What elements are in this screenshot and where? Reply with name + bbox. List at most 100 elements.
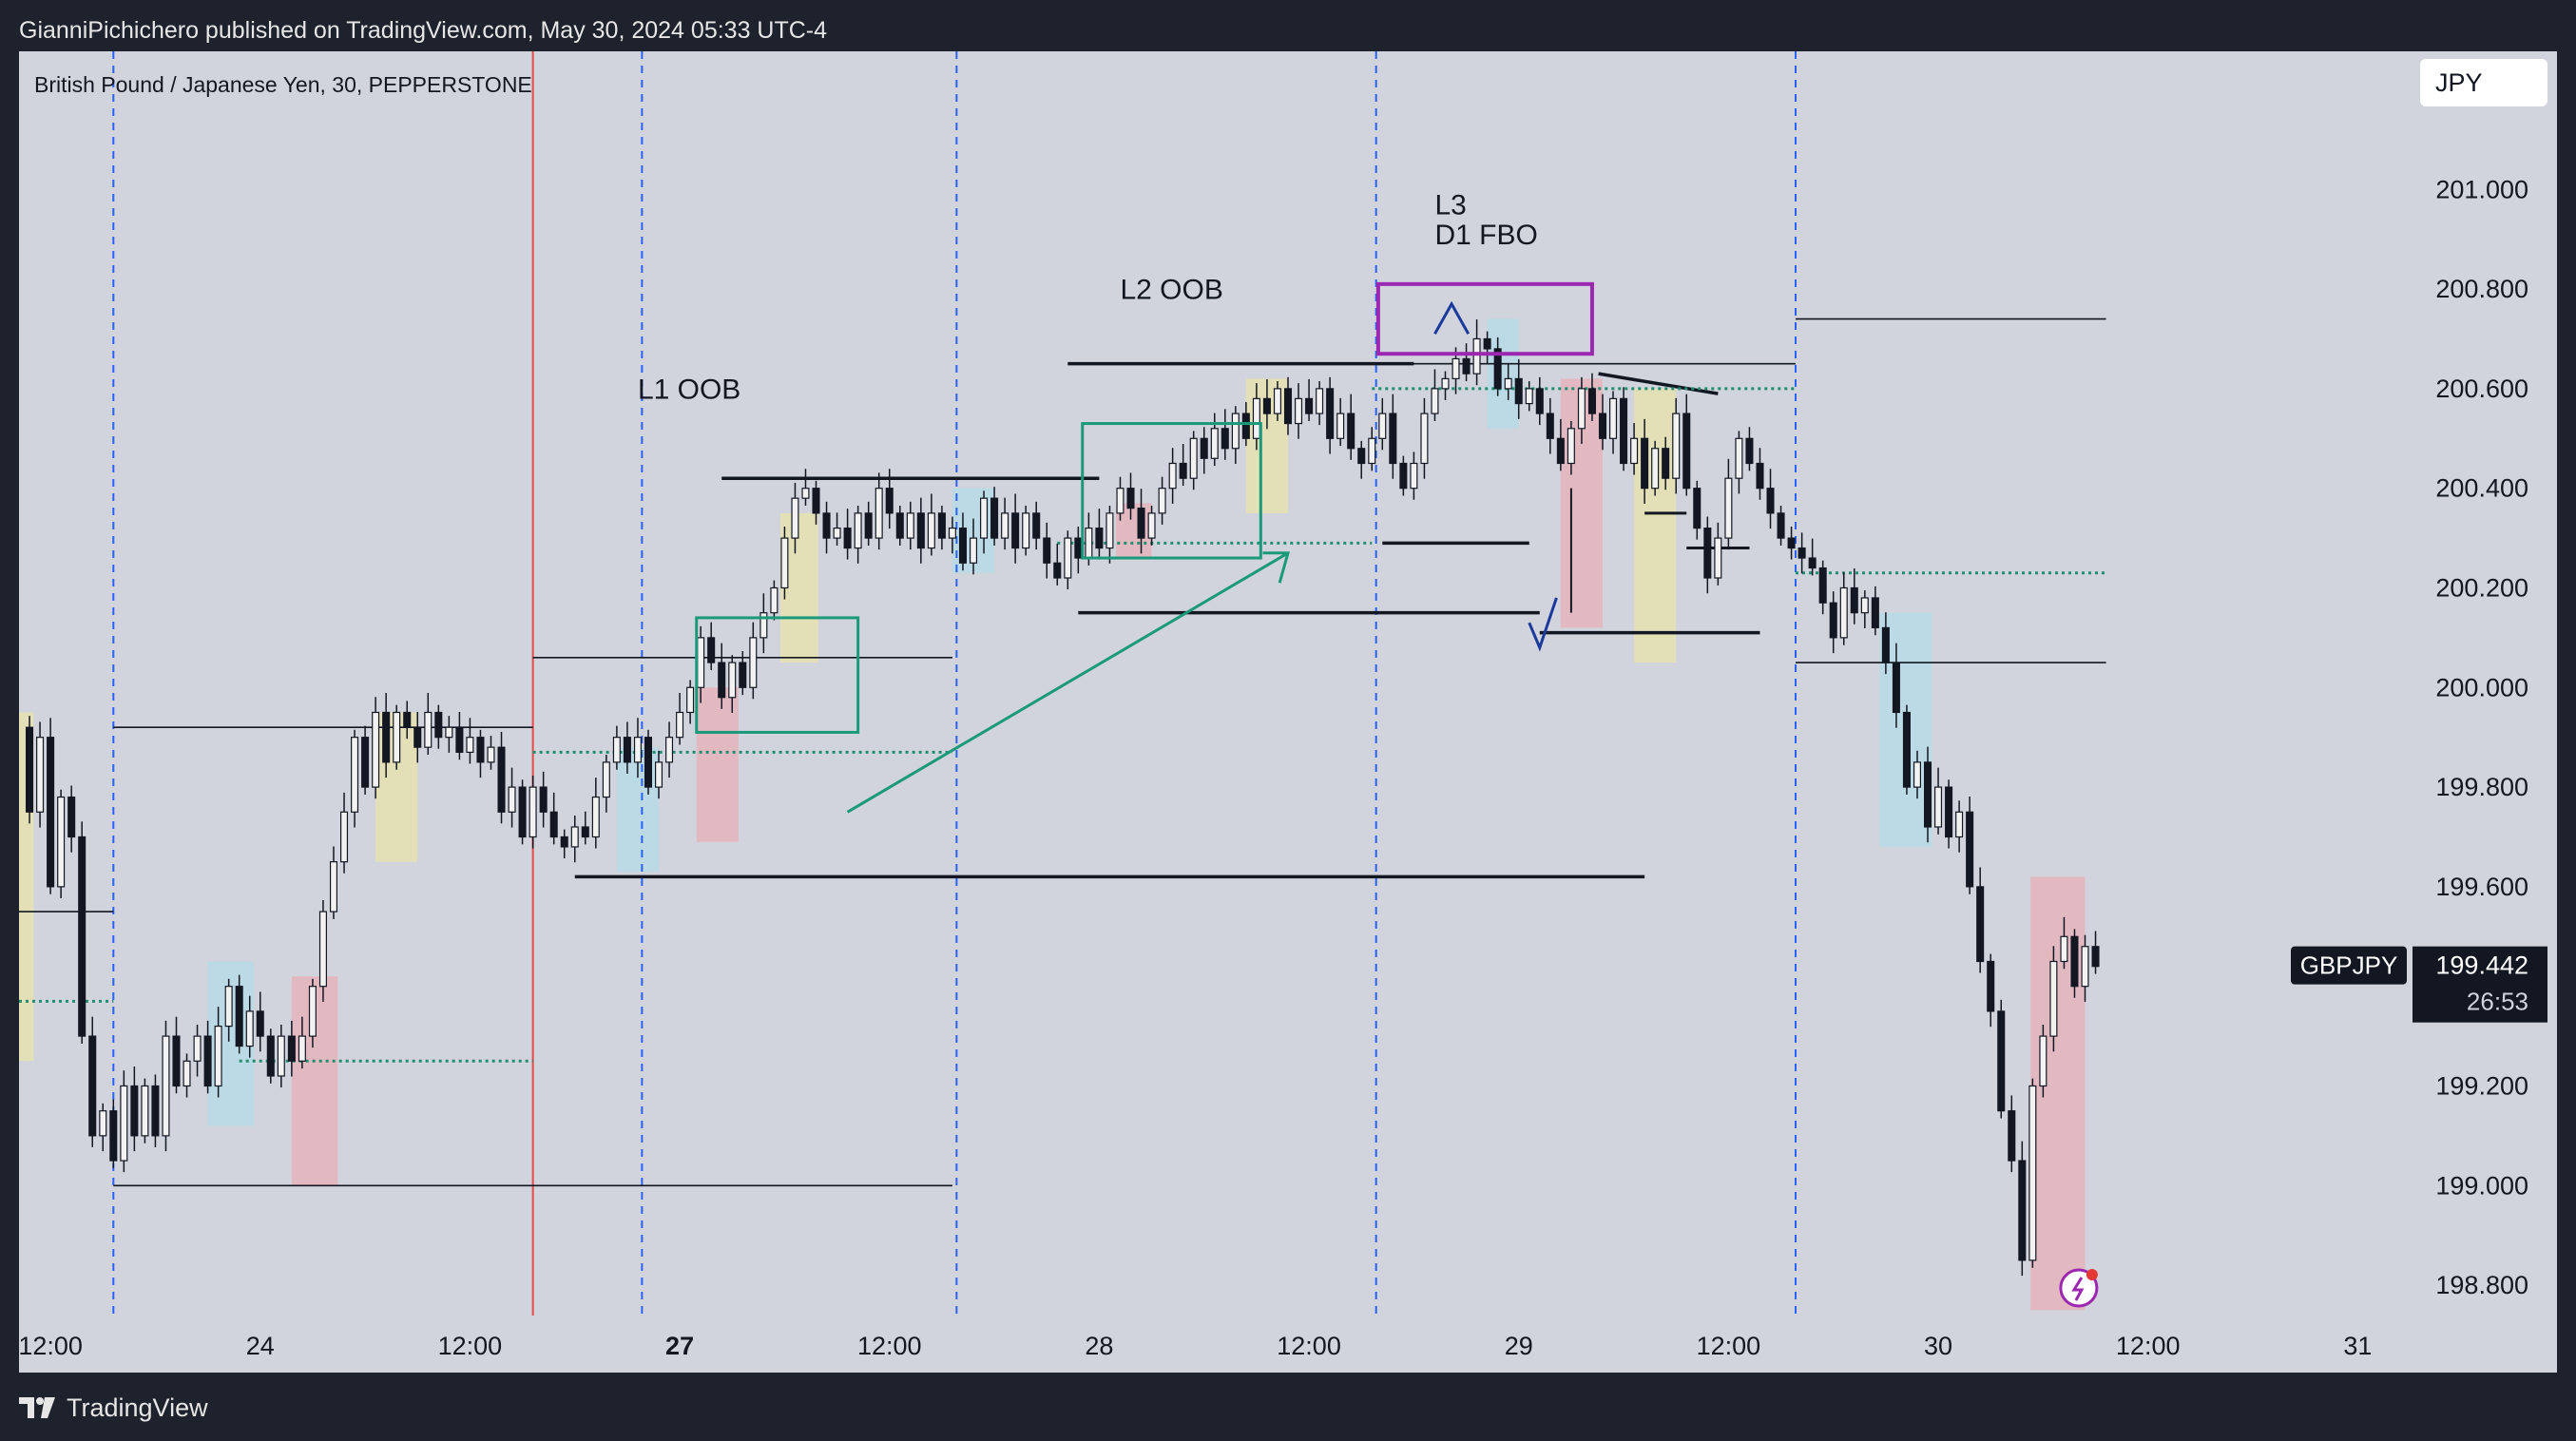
candle-body-14 [162,1035,170,1137]
currency-button[interactable]: JPY [2420,59,2547,106]
candle-body-159 [1682,413,1691,490]
candle-body-195 [2060,935,2068,963]
tradingview-logo[interactable]: TradingView [19,1392,208,1424]
lightning-bolt [2071,1277,2085,1301]
candle-body-106 [1126,488,1135,509]
candle-body-3 [47,737,55,888]
annotation-label-1: L2 OOB [1120,275,1222,306]
candle-body-38 [413,726,422,748]
candle-body-131 [1389,413,1397,465]
candle-body-133 [1410,462,1418,490]
axes: 201.000 200.800 200.600 200.400 200.200 200.0… [19,175,2547,1360]
candle-body-115 [1221,428,1229,450]
price-tick-5: 200.000 [2435,673,2528,701]
candle-body-161 [1703,528,1712,579]
time-tick-5: 28 [1085,1332,1113,1360]
candle-body-188 [1987,960,1995,1012]
candle-body-15 [172,1035,181,1087]
candle-body-191 [2018,1160,2027,1261]
level-lines [19,317,2106,1187]
candle-body-99 [1053,562,1062,579]
candle-body-186 [1966,811,1974,888]
candle-body-155 [1641,437,1649,490]
footer: TradingView [0,1373,2576,1441]
candle-body-55 [591,796,600,838]
price-tick-1: 200.800 [2435,275,2528,303]
candle-body-117 [1241,413,1250,439]
candle-body-59 [633,737,642,763]
candle-body-54 [581,826,589,838]
candle-body-88 [937,512,946,539]
candle-body-28 [308,986,317,1037]
candle-body-177 [1871,597,1879,629]
candle-body-135 [1431,388,1439,414]
symbol-title: British Pound / Japanese Yen, 30, PEPPER… [34,72,532,97]
candle-body-138 [1462,357,1471,375]
down-check-icon [1528,597,1558,652]
candle-body-25 [277,1035,285,1077]
candle-body-30 [329,861,338,913]
candle-body-150 [1587,388,1596,414]
candle-body-36 [393,711,401,763]
candle-body-1 [26,726,34,813]
candle-body-45 [487,746,495,763]
candle-body-166 [1756,462,1764,490]
zone-10 [1487,318,1519,429]
candle-body-104 [1105,512,1114,549]
candle-body-53 [570,826,579,848]
candle-body-196 [2070,935,2079,988]
candle-body-152 [1609,397,1618,439]
candle-body-198 [2091,946,2100,968]
price-tick-0: 201.000 [2435,175,2528,203]
candle-body-107 [1137,508,1145,539]
zone-12 [1634,388,1677,663]
candle-body-73 [780,537,789,589]
candle-body-33 [361,737,370,788]
candle-body-62 [665,737,674,763]
annotation-label-2: L3 [1434,189,1466,221]
candle-body-149 [1577,388,1586,430]
candle-body-185 [1955,811,1964,838]
time-tick-1: 24 [246,1332,275,1360]
price-tag-value: 199.442 [2435,951,2528,980]
candle-body-43 [466,737,474,753]
up-chevron-icon [1433,300,1471,335]
candle-body-86 [916,512,925,549]
candle-body-67 [718,662,726,699]
candle-body-52 [560,836,568,848]
green-arrow-line [846,551,1289,814]
candle-body-32 [351,737,359,813]
candle-body-109 [1158,488,1166,514]
lightning-icon [2059,1268,2099,1308]
candle-body-176 [1860,597,1869,614]
candle-body-94 [1001,512,1009,539]
candle-body-167 [1766,488,1775,514]
tradingview-logo-icon [19,1395,57,1420]
candle-body-126 [1336,413,1345,439]
candle-body-158 [1672,413,1681,479]
candle-body-93 [990,497,999,539]
chart-area[interactable]: L1 OOB L2 OOB L3 D1 FBO 201.000 200.800 200.6… [19,51,2557,1373]
candle-body-108 [1147,512,1156,539]
candle-body-179 [1892,662,1900,714]
price-tick-10: 199.000 [2435,1171,2528,1200]
candle-body-182 [1923,761,1932,828]
candle-body-83 [885,488,894,514]
candle-body-139 [1472,337,1481,375]
candle-body-19 [214,1025,222,1087]
candle-body-29 [318,911,327,988]
candle-body-112 [1189,437,1198,479]
candle-body-145 [1535,388,1544,414]
candle-body-142 [1504,377,1512,390]
candle-body-132 [1399,462,1408,490]
candle-body-49 [529,786,537,838]
candle-body-27 [298,1035,306,1062]
candle-body-129 [1368,437,1376,465]
candle-body-134 [1420,413,1429,465]
candle-body-169 [1787,537,1796,549]
publisher-text: GianniPichichero published on TradingVie… [19,17,828,44]
annotation-label-3: D1 FBO [1434,220,1537,251]
candle-body-119 [1262,397,1271,414]
